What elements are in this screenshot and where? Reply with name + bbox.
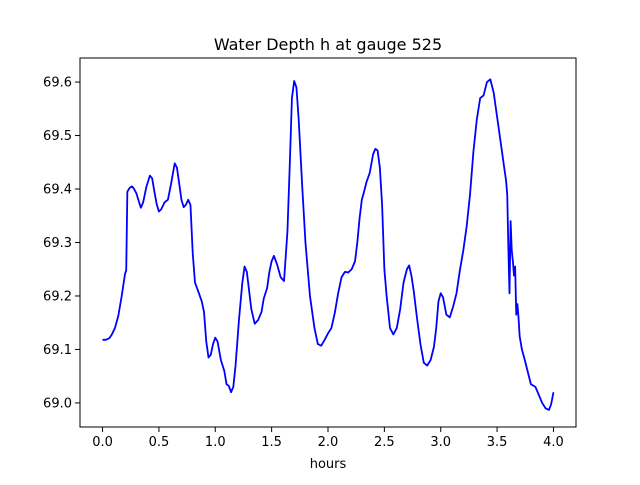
x-tick-label: 1.0 <box>205 435 226 450</box>
y-tick-label: 69.1 <box>43 343 72 358</box>
series-line-0 <box>102 78 555 411</box>
x-tick-label: 0.5 <box>149 435 170 450</box>
x-tick-label: 1.5 <box>261 435 282 450</box>
y-tick-label: 69.4 <box>43 183 72 198</box>
x-tick-label: 2.0 <box>318 435 339 450</box>
y-tick-label: 69.5 <box>43 129 72 144</box>
y-tick-label: 69.0 <box>43 396 72 411</box>
y-tick-label: 69.3 <box>43 236 72 251</box>
plot-area <box>79 57 577 428</box>
y-tick-label: 69.6 <box>43 76 72 91</box>
chart-title: Water Depth h at gauge 525 <box>214 35 442 54</box>
x-axis: 0.0 0.5 1.0 1.5 2.0 2.5 3.0 3.5 4.0 <box>92 427 564 450</box>
x-tick-label: 3.0 <box>430 435 451 450</box>
x-tick-label: 3.5 <box>487 435 508 450</box>
y-tick-label: 69.2 <box>43 289 72 304</box>
x-tick-label: 4.0 <box>543 435 564 450</box>
x-tick-label: 0.0 <box>92 435 113 450</box>
x-tick-label: 2.5 <box>374 435 395 450</box>
y-axis: 69.0 69.1 69.2 69.3 69.4 69.5 69.6 <box>43 76 80 411</box>
axes-frame <box>79 57 577 428</box>
x-axis-label: hours <box>310 457 347 472</box>
